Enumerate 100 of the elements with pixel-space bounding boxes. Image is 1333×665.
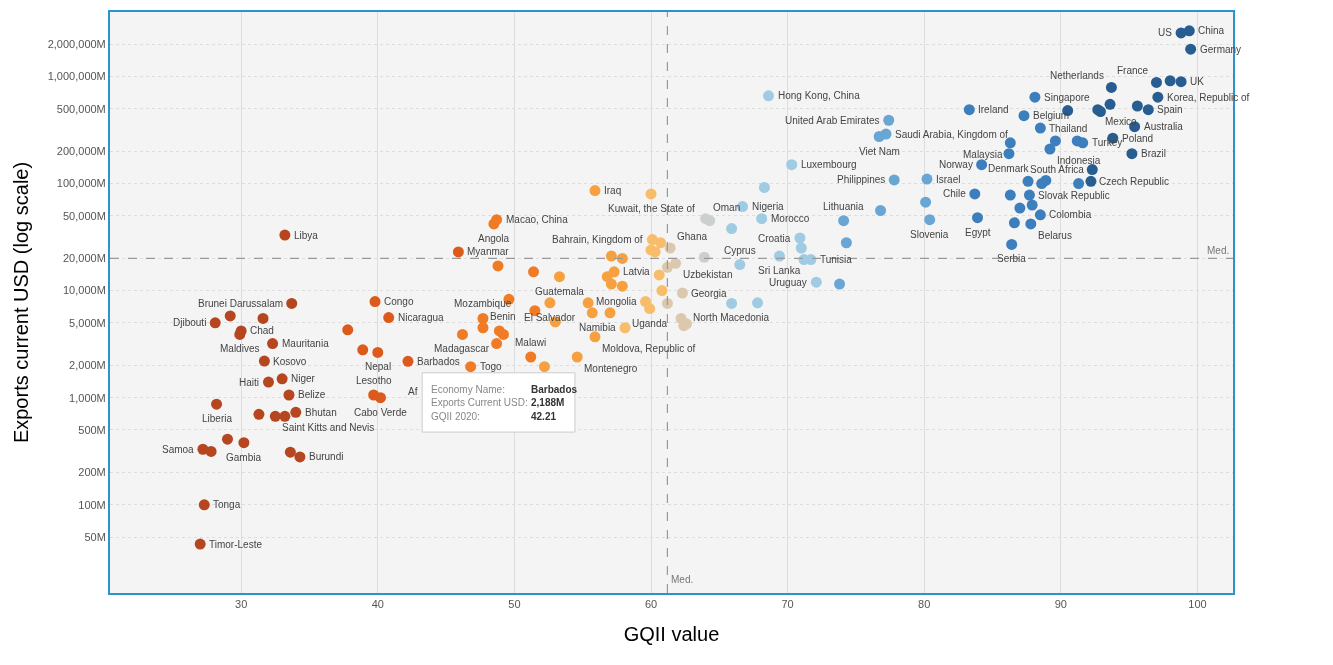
- point: [1152, 91, 1164, 103]
- point: [661, 297, 673, 309]
- annotation: Thailand: [1049, 123, 1088, 134]
- annotation: Guatemala: [535, 286, 585, 297]
- point: [1077, 137, 1089, 149]
- y-tick-label: 200M: [78, 466, 106, 479]
- y-tick-label: 50,000M: [62, 209, 106, 222]
- point: [284, 446, 296, 458]
- point: [875, 205, 887, 217]
- y-tick-label: 10,000M: [62, 284, 106, 297]
- annotation: Oman: [713, 202, 741, 213]
- annotation: Georgia: [691, 288, 728, 299]
- annotation: El Salvador: [524, 312, 576, 323]
- point: [286, 297, 298, 309]
- point: [786, 159, 798, 171]
- point: [655, 237, 667, 249]
- annotation: Slovenia: [910, 229, 949, 240]
- point: [553, 271, 565, 283]
- annotation: Cyprus: [724, 245, 756, 256]
- point: [963, 104, 975, 116]
- y-tick-label: 1,000M: [69, 391, 106, 404]
- point: [205, 445, 217, 457]
- point: [269, 410, 281, 422]
- annotation: Netherlands: [1050, 70, 1104, 81]
- point: [972, 212, 984, 224]
- annotation: Bhutan: [305, 407, 337, 418]
- point: [661, 261, 673, 273]
- point: [1018, 110, 1030, 122]
- annotation: Lithuania: [823, 201, 865, 212]
- point: [1175, 27, 1187, 39]
- annotation: Saint Kitts and Nevis: [282, 422, 375, 433]
- point: [756, 213, 768, 225]
- point: [1022, 175, 1034, 187]
- point: [342, 324, 354, 336]
- annotation: Belarus: [1038, 230, 1072, 241]
- y-tick-label: 50M: [84, 530, 106, 543]
- point: [279, 229, 291, 241]
- annotation: Poland: [1122, 133, 1154, 144]
- point: [616, 280, 628, 292]
- annotation: Latvia: [623, 266, 651, 277]
- y-tick-label: 500,000M: [56, 102, 106, 115]
- point: [290, 406, 302, 418]
- point: [497, 328, 509, 340]
- annotation: Saudi Arabia, Kingdom of: [895, 129, 1009, 140]
- annotation: Nigeria: [752, 201, 785, 212]
- annotation: Kuwait, the State of: [608, 203, 695, 214]
- y-tick-label: 2,000M: [69, 359, 106, 372]
- x-axis-title: GQII value: [623, 623, 720, 646]
- point: [582, 297, 594, 309]
- point: [221, 433, 233, 445]
- point: [544, 297, 556, 309]
- y-tick-label: 1,000,000M: [47, 70, 106, 83]
- point: [649, 246, 661, 258]
- point: [1131, 100, 1143, 112]
- annotation: Czech Republic: [1099, 176, 1170, 187]
- annotation: Hong Kong, China: [778, 90, 861, 101]
- point: [1164, 75, 1176, 87]
- annotation: Kosovo: [273, 356, 307, 367]
- point: [1073, 178, 1085, 190]
- annotation: Burundi: [309, 451, 344, 462]
- annotation: Malawi: [515, 337, 547, 348]
- point: [605, 250, 617, 262]
- annotation: Slovak Republic: [1038, 190, 1110, 201]
- annotation: Af: [408, 386, 418, 397]
- point: [589, 331, 601, 343]
- point: [921, 173, 933, 185]
- annotation: Uruguay: [769, 277, 807, 288]
- annotation: Myanmar: [467, 246, 510, 257]
- x-tick-label: 30: [235, 598, 248, 611]
- annotation: North Macedonia: [693, 312, 770, 323]
- point: [1008, 217, 1020, 229]
- annotation: Togo: [480, 361, 503, 372]
- point: [357, 344, 369, 356]
- point: [1004, 137, 1016, 149]
- point: [402, 355, 414, 367]
- annotation: Indonesia: [1057, 155, 1101, 166]
- point: [258, 355, 270, 367]
- annotation: Madagascar: [434, 343, 490, 354]
- annotation: Mexico: [1105, 116, 1138, 127]
- point: [372, 346, 384, 358]
- point: [969, 188, 981, 200]
- point: [976, 159, 988, 171]
- point: [1006, 238, 1018, 250]
- point: [1003, 148, 1015, 160]
- annotation: Macao, China: [506, 214, 569, 225]
- annotation: Spain: [1157, 104, 1183, 115]
- x-tick-label: 50: [508, 598, 521, 611]
- point: [257, 312, 269, 324]
- annotation: Benin: [490, 311, 516, 322]
- annotation: Libya: [294, 230, 319, 241]
- y-tick-label: 100,000M: [56, 177, 106, 190]
- annotation: Croatia: [758, 233, 791, 244]
- point: [888, 174, 900, 186]
- annotation: South Africa: [1030, 164, 1085, 175]
- x-tick-label: 100: [1188, 598, 1207, 611]
- point: [456, 328, 468, 340]
- annotation: Chile: [943, 188, 967, 199]
- point: [198, 499, 210, 511]
- annotation: Singapore: [1044, 92, 1091, 103]
- point: [492, 260, 504, 272]
